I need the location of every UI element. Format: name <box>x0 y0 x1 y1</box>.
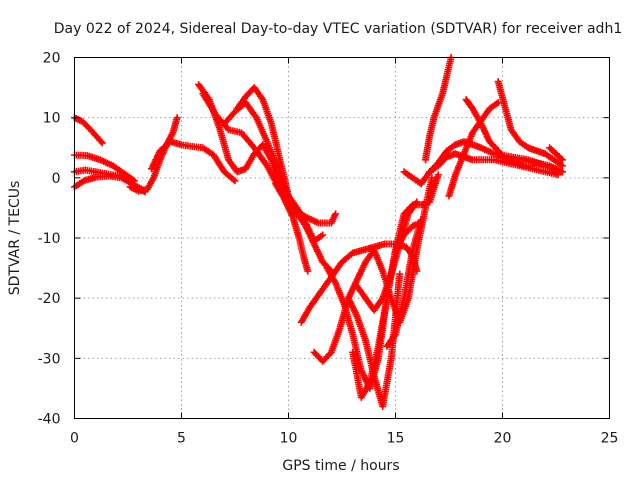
series-track-20 <box>422 54 455 164</box>
y-tick-label: -40 <box>38 412 61 428</box>
data-point-markers <box>422 54 455 164</box>
x-tick-label: 15 <box>387 431 405 447</box>
data-point-markers <box>148 138 239 185</box>
x-tick-label: 0 <box>70 431 79 447</box>
series-track-1 <box>71 114 106 147</box>
x-tick-label: 20 <box>494 431 512 447</box>
data-point-markers <box>353 198 421 314</box>
data-point-markers <box>272 180 312 275</box>
series-track-11 <box>272 180 312 275</box>
series-track-22 <box>445 99 502 200</box>
data-point-markers <box>71 114 106 147</box>
y-tick-label: -20 <box>38 291 61 307</box>
series-track-10 <box>233 84 335 275</box>
grid-lines <box>74 57 610 419</box>
series-track-17 <box>353 198 421 314</box>
series-track-18 <box>383 216 425 350</box>
series-track-24 <box>494 78 566 170</box>
series-track-6 <box>148 138 239 185</box>
y-tick-label: 10 <box>43 111 61 127</box>
data-point-markers <box>494 153 566 176</box>
y-tick-label: 0 <box>52 171 61 187</box>
axis-ticks: 0 5 10 15 20 25 -40 -30 -20 -10 0 10 20 <box>38 51 619 447</box>
series-track-26 <box>546 144 566 164</box>
data-point-markers <box>233 84 335 275</box>
y-tick-label: -10 <box>38 231 61 247</box>
data-point-markers <box>383 216 425 350</box>
x-axis-label: GPS time / hours <box>282 458 399 474</box>
chart-title: Day 022 of 2024, Sidereal Day-to-day VTE… <box>54 21 622 37</box>
x-tick-label: 10 <box>280 431 298 447</box>
x-tick-label: 25 <box>601 431 619 447</box>
data-point-markers <box>445 99 502 200</box>
data-series <box>71 54 566 410</box>
data-point-markers <box>494 78 566 170</box>
y-tick-label: -30 <box>38 351 61 367</box>
x-tick-label: 5 <box>177 431 186 447</box>
y-tick-label: 20 <box>43 51 61 67</box>
series-track-25 <box>494 153 566 176</box>
data-point-markers <box>546 144 566 164</box>
y-axis-label: SDTVAR / TECUs <box>7 181 23 296</box>
